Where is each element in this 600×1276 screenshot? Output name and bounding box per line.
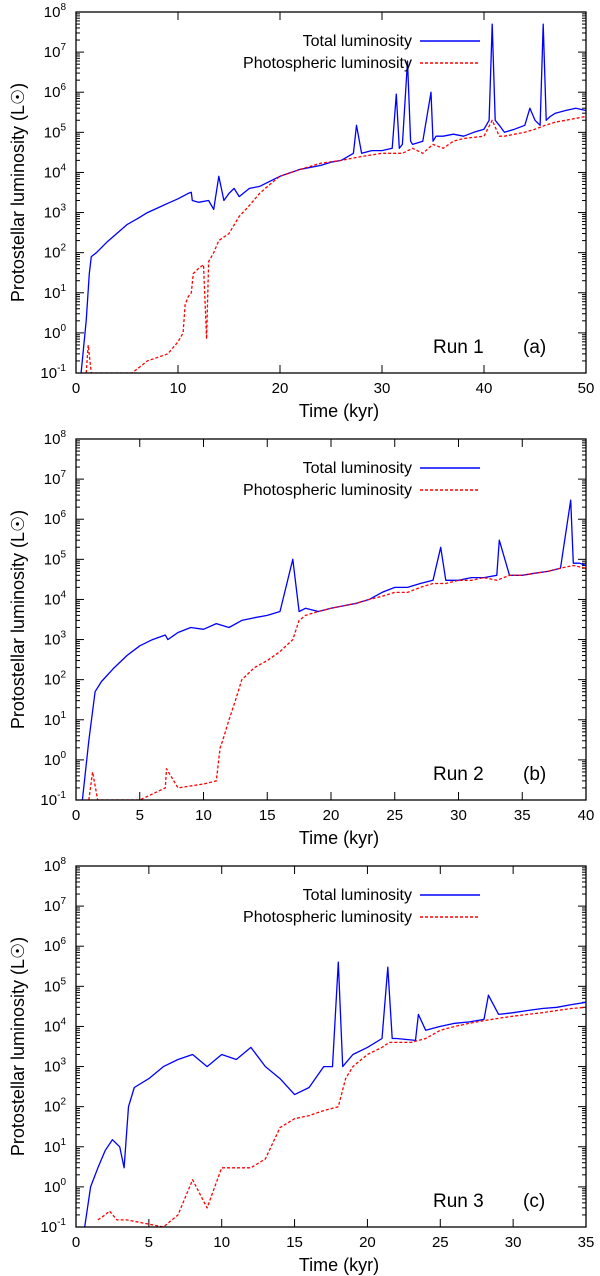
x-tick-label: 25 bbox=[386, 807, 403, 824]
x-tick-label: 30 bbox=[374, 380, 391, 397]
legend-label: Photospheric luminosity bbox=[243, 55, 412, 72]
x-tick-label: 35 bbox=[514, 807, 531, 824]
y-tick-label: 10-1 bbox=[40, 1217, 66, 1236]
x-tick-label: 20 bbox=[359, 1234, 376, 1251]
x-axis-title: Time (kyr) bbox=[299, 1255, 379, 1275]
x-axis-title: Time (kyr) bbox=[299, 401, 379, 421]
total-luminosity-line bbox=[81, 499, 586, 800]
y-tick-label: 104 bbox=[44, 162, 67, 181]
panel-run-2: 10-1 100 101 102 103 104 105 106 107 108 0 5 10 15 20 2… bbox=[8, 429, 594, 848]
plot-frame bbox=[75, 11, 587, 374]
panel-run-1: 10-1 100 101 102 103 104 105 106 107 108 0 10 20 30 40… bbox=[8, 2, 594, 421]
y-tick-label: 108 bbox=[44, 856, 67, 875]
plot-frame bbox=[75, 865, 587, 1228]
y-tick-label: 103 bbox=[44, 1057, 67, 1076]
y-tick-label: 106 bbox=[44, 936, 67, 955]
legend-label: Photospheric luminosity bbox=[243, 482, 412, 499]
x-tick-label: 40 bbox=[476, 380, 493, 397]
y-axis-title: Protostellar luminosity (L☉) bbox=[8, 510, 28, 729]
panel-label: (b) bbox=[523, 764, 546, 785]
y-tick-label: 10-1 bbox=[40, 790, 66, 809]
panel-run-3: 10-1 100 101 102 103 104 105 106 107 108 0 5 10 15 20 2… bbox=[8, 856, 594, 1275]
y-tick-label: 106 bbox=[44, 509, 67, 528]
y-tick-label: 102 bbox=[44, 243, 67, 262]
x-tick-label: 10 bbox=[195, 807, 212, 824]
y-tick-label: 105 bbox=[44, 976, 67, 995]
run-label: Run 1 bbox=[433, 337, 484, 358]
y-tick-label: 108 bbox=[44, 429, 67, 448]
y-tick-label: 106 bbox=[44, 82, 67, 101]
legend-label: Photospheric luminosity bbox=[243, 909, 412, 926]
total-luminosity-line bbox=[84, 961, 586, 1227]
y-axis-title: Protostellar luminosity (L☉) bbox=[8, 83, 28, 302]
legend-label: Total luminosity bbox=[303, 460, 412, 477]
total-luminosity-line bbox=[80, 23, 586, 373]
plot-frame bbox=[75, 438, 587, 801]
y-tick-label: 108 bbox=[44, 2, 67, 21]
x-tick-label: 50 bbox=[578, 380, 595, 397]
x-tick-label: 40 bbox=[578, 807, 595, 824]
panel-label: (c) bbox=[523, 1191, 545, 1212]
y-tick-label: 105 bbox=[44, 122, 67, 141]
y-tick-label: 10-1 bbox=[40, 363, 66, 382]
panel-label: (a) bbox=[523, 337, 546, 358]
y-tick-label: 101 bbox=[44, 710, 67, 729]
y-tick-label: 100 bbox=[44, 750, 67, 769]
x-tick-label: 0 bbox=[72, 807, 80, 824]
y-tick-label: 104 bbox=[44, 1016, 67, 1035]
y-tick-label: 100 bbox=[44, 1177, 67, 1196]
legend-label: Total luminosity bbox=[303, 887, 412, 904]
photospheric-luminosity-line bbox=[85, 115, 586, 373]
x-axis-title: Time (kyr) bbox=[299, 828, 379, 848]
x-tick-label: 20 bbox=[323, 807, 340, 824]
photospheric-luminosity-line bbox=[97, 1006, 586, 1227]
x-tick-label: 30 bbox=[450, 807, 467, 824]
x-tick-label: 25 bbox=[432, 1234, 449, 1251]
x-tick-label: 30 bbox=[505, 1234, 522, 1251]
y-tick-label: 105 bbox=[44, 549, 67, 568]
y-tick-label: 102 bbox=[44, 1097, 67, 1116]
y-tick-label: 107 bbox=[44, 469, 67, 488]
legend-label: Total luminosity bbox=[303, 33, 412, 50]
x-tick-label: 0 bbox=[72, 1234, 80, 1251]
x-tick-label: 15 bbox=[259, 807, 276, 824]
x-tick-label: 15 bbox=[286, 1234, 303, 1251]
y-tick-label: 100 bbox=[44, 323, 67, 342]
x-tick-label: 10 bbox=[213, 1234, 230, 1251]
y-tick-label: 103 bbox=[44, 203, 67, 222]
y-tick-label: 103 bbox=[44, 630, 67, 649]
y-axis-title: Protostellar luminosity (L☉) bbox=[8, 937, 28, 1156]
y-tick-label: 107 bbox=[44, 42, 67, 61]
x-tick-label: 5 bbox=[145, 1234, 153, 1251]
x-tick-label: 20 bbox=[272, 380, 289, 397]
y-tick-label: 107 bbox=[44, 896, 67, 915]
y-tick-label: 101 bbox=[44, 1137, 67, 1156]
run-label: Run 2 bbox=[433, 764, 484, 785]
x-tick-label: 10 bbox=[170, 380, 187, 397]
x-tick-label: 35 bbox=[578, 1234, 595, 1251]
x-tick-label: 0 bbox=[72, 380, 80, 397]
y-tick-label: 101 bbox=[44, 283, 67, 302]
photospheric-luminosity-line bbox=[88, 564, 586, 800]
y-tick-label: 104 bbox=[44, 589, 67, 608]
x-tick-label: 5 bbox=[136, 807, 144, 824]
y-tick-label: 102 bbox=[44, 670, 67, 689]
run-label: Run 3 bbox=[433, 1191, 484, 1212]
